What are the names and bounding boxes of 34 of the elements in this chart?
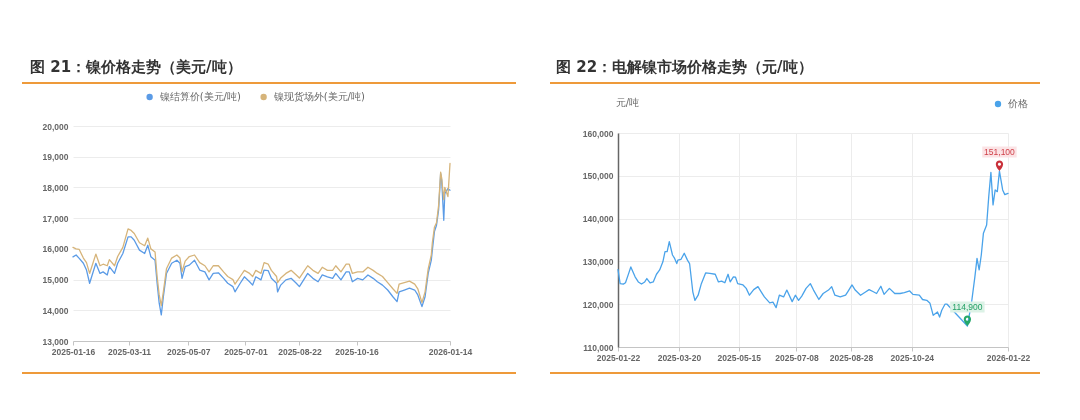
y-tick-label: 110,000 [583, 342, 614, 353]
x-tick-label: 2025-03-20 [657, 352, 702, 363]
y-tick-label: 18,000 [42, 182, 69, 193]
x-tick-label: 2025-07-01 [224, 346, 268, 357]
x-tick-label: 2025-05-07 [167, 346, 211, 357]
x-tick-label: 2026-01-14 [428, 346, 473, 357]
y-tick-label: 150,000 [582, 171, 614, 182]
y-tick-label: 20,000 [42, 121, 69, 132]
y-tick-label: 120,000 [582, 299, 614, 310]
x-tick-label: 2025-03-11 [108, 346, 152, 357]
y-axis-title: 元/吨 [615, 96, 640, 108]
x-tick-label: 2025-01-22 [596, 352, 641, 363]
x-tick-label: 2025-01-16 [51, 346, 96, 357]
legend-label: 镍现货场外(美元/吨) [272, 91, 365, 103]
y-tick-label: 17,000 [42, 213, 69, 224]
x-tick-label: 2025-08-22 [278, 346, 322, 357]
y-tick-label: 14,000 [42, 305, 69, 316]
x-tick-label: 2025-07-08 [775, 352, 819, 363]
y-tick-label: 13,000 [42, 336, 69, 347]
x-tick-label: 2025-10-16 [335, 346, 380, 357]
y-tick-label: 160,000 [582, 128, 614, 139]
y-tick-label: 19,000 [42, 152, 69, 163]
chart-title: 图 22：电解镍市场价格走势（元/吨） [556, 58, 813, 76]
y-tick-label: 15,000 [42, 275, 69, 286]
y-tick-label: 130,000 [582, 256, 614, 267]
chart-title: 图 21：镍价格走势（美元/吨） [30, 58, 242, 76]
legend-label: 价格 [1007, 98, 1028, 109]
x-tick-label: 2025-05-15 [717, 352, 762, 363]
x-tick-label: 2026-01-22 [986, 352, 1031, 363]
y-tick-label: 16,000 [42, 244, 69, 255]
y-tick-label: 140,000 [582, 214, 614, 225]
x-tick-label: 2025-08-28 [829, 352, 874, 363]
legend-label: 镍结算价(美元/吨) [158, 91, 241, 103]
x-tick-label: 2025-10-24 [890, 352, 935, 363]
